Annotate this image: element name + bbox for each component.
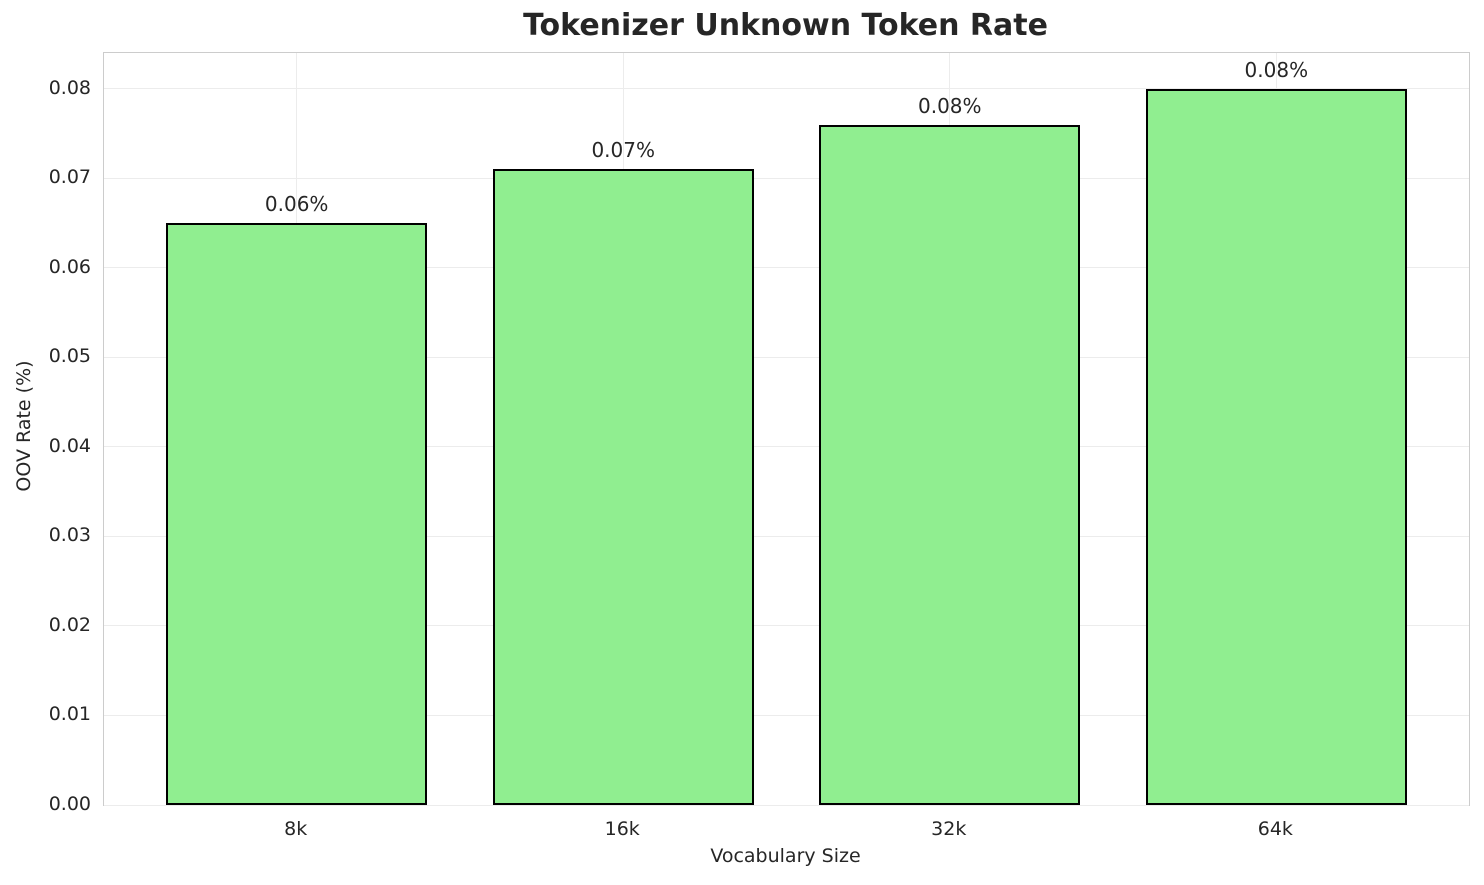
h-gridline: [104, 804, 1469, 806]
bar-value-label: 0.07%: [591, 138, 655, 163]
y-tick-label: 0.05: [48, 345, 91, 368]
y-tick-label: 0.08: [48, 76, 91, 99]
x-tick-label-8k: 8k: [284, 818, 308, 840]
bar-16k: [492, 169, 754, 805]
y-axis-label: OOV Rate (%): [13, 360, 35, 492]
x-tick-label-32k: 32k: [931, 818, 967, 840]
y-tick-label: 0.01: [48, 703, 91, 726]
y-tick-label: 0.00: [48, 793, 91, 815]
h-gridline: [104, 356, 1469, 358]
h-gridline: [104, 625, 1469, 627]
bar-value-label: 0.08%: [917, 93, 982, 118]
y-tick-label: 0.04: [48, 434, 91, 457]
x-tick-label-64k: 64k: [1257, 818, 1293, 840]
bar-64k: [1145, 88, 1407, 805]
x-axis-label: Vocabulary Size: [710, 845, 861, 867]
y-tick-label: 0.06: [48, 255, 91, 278]
h-gridline: [104, 714, 1469, 716]
h-gridline: [104, 446, 1469, 448]
h-gridline: [104, 267, 1469, 269]
h-gridline: [104, 88, 1469, 90]
h-gridline: [104, 177, 1469, 179]
bar-value-label: 0.08%: [1244, 57, 1309, 82]
h-gridline: [104, 535, 1469, 537]
y-tick-label: 0.03: [48, 524, 91, 547]
y-tick-label: 0.07: [48, 166, 91, 189]
x-tick-label-16k: 16k: [604, 818, 640, 840]
bar-8k: [166, 223, 428, 805]
bar-32k: [819, 124, 1081, 805]
y-tick-label: 0.02: [48, 613, 91, 636]
chart-title: Tokenizer Unknown Token Rate: [523, 8, 1048, 43]
bar-value-label: 0.06%: [264, 192, 329, 217]
plot-area: 0.06% 0.07% 0.08% 0.08%: [103, 52, 1470, 806]
